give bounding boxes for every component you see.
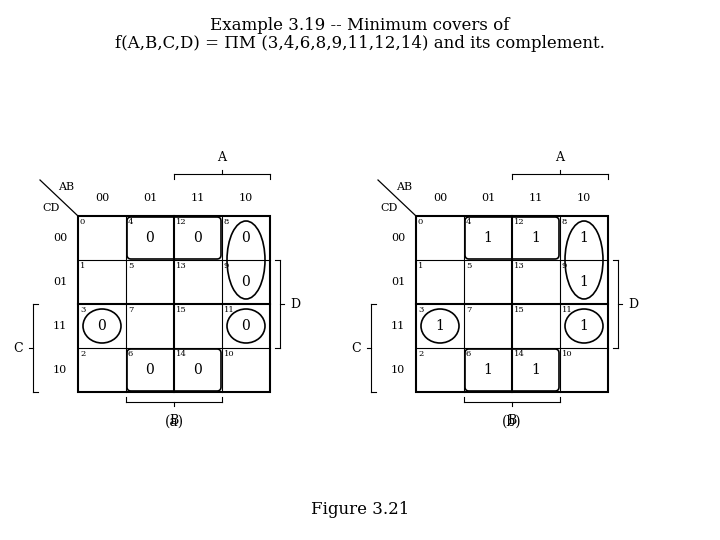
Text: 10: 10: [562, 350, 572, 358]
Text: 11: 11: [191, 193, 205, 203]
Text: CD: CD: [380, 203, 397, 213]
Text: 15: 15: [176, 306, 186, 314]
Text: 0: 0: [242, 275, 251, 289]
Text: 12: 12: [514, 218, 525, 226]
Text: 7: 7: [128, 306, 133, 314]
Text: 1: 1: [580, 319, 588, 333]
Text: 0: 0: [145, 231, 154, 245]
Text: 9: 9: [224, 262, 230, 270]
Text: D: D: [628, 298, 638, 310]
Text: 0: 0: [242, 319, 251, 333]
Text: 10: 10: [239, 193, 253, 203]
Text: 00: 00: [433, 193, 447, 203]
Text: B: B: [169, 414, 179, 427]
Text: 11: 11: [53, 321, 67, 331]
Text: A: A: [217, 151, 227, 164]
Text: 01: 01: [481, 193, 495, 203]
Text: 1: 1: [80, 262, 86, 270]
Text: 14: 14: [176, 350, 187, 358]
Text: 11: 11: [391, 321, 405, 331]
Text: 11: 11: [562, 306, 572, 314]
Text: A: A: [556, 151, 564, 164]
Text: 4: 4: [128, 218, 133, 226]
Text: 1: 1: [531, 363, 541, 377]
Text: 11: 11: [529, 193, 543, 203]
Text: D: D: [290, 298, 300, 310]
Text: 13: 13: [514, 262, 525, 270]
Text: C: C: [351, 341, 361, 354]
Text: 3: 3: [418, 306, 423, 314]
Text: 2: 2: [418, 350, 423, 358]
Text: 01: 01: [53, 277, 67, 287]
Bar: [416, 216, 608, 392]
Text: 0: 0: [242, 231, 251, 245]
Text: 00: 00: [95, 193, 109, 203]
Text: (b): (b): [502, 415, 522, 429]
Text: 0: 0: [194, 363, 202, 377]
Text: 5: 5: [128, 262, 133, 270]
Text: 10: 10: [53, 365, 67, 375]
Text: 1: 1: [531, 231, 541, 245]
Text: 0: 0: [145, 363, 154, 377]
Text: 10: 10: [577, 193, 591, 203]
Text: 00: 00: [53, 233, 67, 243]
Text: 6: 6: [128, 350, 133, 358]
Text: 4: 4: [466, 218, 472, 226]
Bar: [78, 216, 270, 392]
Text: CD: CD: [42, 203, 59, 213]
Text: 5: 5: [466, 262, 472, 270]
Text: 01: 01: [391, 277, 405, 287]
Text: Figure 3.21: Figure 3.21: [311, 502, 409, 518]
Text: Example 3.19 -- Minimum covers of: Example 3.19 -- Minimum covers of: [210, 17, 510, 33]
Text: 14: 14: [514, 350, 525, 358]
Text: (a): (a): [164, 415, 184, 429]
Text: 10: 10: [391, 365, 405, 375]
Text: 0: 0: [98, 319, 107, 333]
Text: 2: 2: [80, 350, 85, 358]
Text: AB: AB: [58, 182, 74, 192]
Text: B: B: [508, 414, 517, 427]
Text: 12: 12: [176, 218, 186, 226]
Text: 9: 9: [562, 262, 567, 270]
Text: 1: 1: [580, 275, 588, 289]
Text: 3: 3: [80, 306, 86, 314]
Text: 15: 15: [514, 306, 525, 314]
Text: 7: 7: [466, 306, 472, 314]
Text: 1: 1: [580, 231, 588, 245]
Text: 1: 1: [436, 319, 444, 333]
Text: 0: 0: [80, 218, 85, 226]
Text: 10: 10: [224, 350, 235, 358]
Text: 6: 6: [466, 350, 472, 358]
Text: 0: 0: [418, 218, 423, 226]
Text: C: C: [14, 341, 23, 354]
Text: 1: 1: [484, 231, 492, 245]
Text: 1: 1: [484, 363, 492, 377]
Text: 8: 8: [224, 218, 230, 226]
Text: AB: AB: [396, 182, 412, 192]
Text: 00: 00: [391, 233, 405, 243]
Text: 8: 8: [562, 218, 567, 226]
Text: 11: 11: [224, 306, 235, 314]
Text: 01: 01: [143, 193, 157, 203]
Text: f(A,B,C,D) = ΠM (3,4,6,8,9,11,12,14) and its complement.: f(A,B,C,D) = ΠM (3,4,6,8,9,11,12,14) and…: [115, 35, 605, 51]
Text: 13: 13: [176, 262, 186, 270]
Text: 1: 1: [418, 262, 423, 270]
Text: 0: 0: [194, 231, 202, 245]
